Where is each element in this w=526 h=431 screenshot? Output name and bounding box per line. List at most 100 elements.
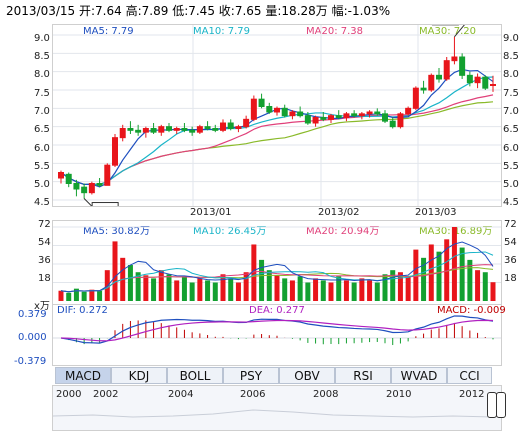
volume-bar <box>143 275 149 301</box>
volume-bar <box>266 270 272 301</box>
tab-macd[interactable]: MACD <box>55 367 111 384</box>
price-y-tick-right: 7.5 <box>503 88 519 99</box>
candle-body <box>490 84 496 86</box>
price-y-tick: 8.5 <box>34 51 50 62</box>
volume-ma10-legend: MA10: 26.45万 <box>193 226 267 237</box>
macd-chart <box>53 315 501 346</box>
date-tick: 2013/03 <box>415 207 457 218</box>
tab-obv[interactable]: OBV <box>279 367 335 384</box>
volume-panel: MA5: 30.82万 MA10: 26.45万 MA20: 20.94万 MA… <box>52 220 502 305</box>
candle-body <box>65 173 72 184</box>
timeline-navigator[interactable] <box>52 385 502 431</box>
candle-body <box>112 137 118 166</box>
volume-label: 量: <box>265 4 282 18</box>
macd-dea-line <box>60 319 494 342</box>
volume-bar <box>421 257 427 301</box>
candle-body <box>127 128 134 131</box>
volume-bar <box>482 272 488 301</box>
candle-body <box>58 172 64 179</box>
change-value: -1.03% <box>347 4 391 18</box>
candle-body <box>343 113 350 119</box>
volume-bar <box>166 274 172 301</box>
candle-body <box>220 122 226 131</box>
candle-body <box>173 128 180 131</box>
volume-bar <box>89 289 95 301</box>
volume-bar <box>467 259 473 301</box>
volume-y-tick: 18 <box>38 273 51 284</box>
macd-panel: DIF: 0.272 DEA: 0.277 MACD: -0.009 <box>52 304 506 366</box>
tab-boll[interactable]: BOLL <box>167 367 223 384</box>
volume-bar <box>197 278 203 301</box>
candle-body <box>135 129 142 133</box>
volume-bar <box>367 280 373 301</box>
volume-chart <box>53 226 501 301</box>
volume-y-tick: 72 <box>38 219 51 230</box>
tab-rsi[interactable]: RSI <box>335 367 391 384</box>
volume-ma5-line <box>60 241 494 293</box>
candle-body <box>204 126 211 129</box>
tab-psy[interactable]: PSY <box>223 367 279 384</box>
price-y-tick-right: 4.5 <box>503 197 519 208</box>
price-y-tick-right: 8.0 <box>503 69 519 80</box>
timeline-year: 2000 <box>56 389 82 400</box>
candle-body <box>96 183 103 186</box>
volume-bar <box>328 282 334 301</box>
volume-bar <box>359 278 365 301</box>
volume-bar <box>444 239 450 301</box>
price-y-tick: 5.0 <box>34 179 50 190</box>
high-label: 高: <box>125 4 142 18</box>
low-value: 7.45 <box>188 4 215 18</box>
timeline-right-handle[interactable] <box>496 392 506 418</box>
volume-bar <box>397 272 403 301</box>
volume-bar <box>405 276 411 301</box>
tab-cci[interactable]: CCI <box>447 367 492 384</box>
candle-body <box>443 60 450 80</box>
close-label: 收: <box>218 4 235 18</box>
volume-ma5-legend: MA5: 30.82万 <box>83 226 151 237</box>
volume-bar <box>97 290 103 301</box>
timeline-year: 2004 <box>168 389 194 400</box>
macd-dif-line <box>60 315 494 344</box>
timeline-year: 2008 <box>313 389 339 400</box>
open-value: 7.64 <box>95 4 122 18</box>
candle-body <box>73 183 80 190</box>
candle-body <box>420 87 427 91</box>
candle-body <box>482 76 489 89</box>
timeline-year: 2010 <box>386 389 412 400</box>
timeline-history-line <box>53 409 494 418</box>
candle-body <box>397 113 404 128</box>
volume-unit: x万 <box>34 301 50 312</box>
volume-bar <box>282 278 288 301</box>
price-y-tick-right: 6.5 <box>503 124 519 135</box>
candle-body <box>281 107 288 117</box>
volume-bar <box>58 290 64 301</box>
price-y-tick: 9.0 <box>34 33 50 44</box>
volume-bar <box>374 282 380 301</box>
open-label: 开: <box>79 4 96 18</box>
price-y-tick: 5.5 <box>34 161 50 172</box>
candle-body <box>166 126 172 131</box>
price-ma10-legend: MA10: 7.79 <box>193 26 251 37</box>
volume-bar <box>181 276 187 301</box>
candle-body <box>104 164 111 186</box>
volume-y-tick-right: 54 <box>504 237 517 248</box>
volume-y-tick-right: 36 <box>504 255 517 266</box>
date-tick: 2013/02 <box>318 207 360 218</box>
price-y-tick-right: 5.5 <box>503 161 519 172</box>
volume-bar <box>336 276 342 301</box>
volume-bar <box>135 272 141 301</box>
price-chart: 8.954.54 <box>53 25 501 206</box>
tab-kdj[interactable]: KDJ <box>111 367 167 384</box>
volume-bar <box>436 251 442 301</box>
price-y-tick-right: 6.0 <box>503 143 519 154</box>
timeline-year: 2012 <box>459 389 485 400</box>
volume-bar <box>320 280 326 301</box>
volume-bar <box>212 282 218 301</box>
candle-body <box>320 117 327 120</box>
high-marker-leader <box>454 25 465 38</box>
volume-bar <box>351 282 357 301</box>
volume-ma20-legend: MA20: 20.94万 <box>306 226 380 237</box>
tab-wvad[interactable]: WVAD <box>391 367 447 384</box>
candle-body <box>358 113 365 117</box>
price-y-tick: 7.5 <box>34 88 50 99</box>
